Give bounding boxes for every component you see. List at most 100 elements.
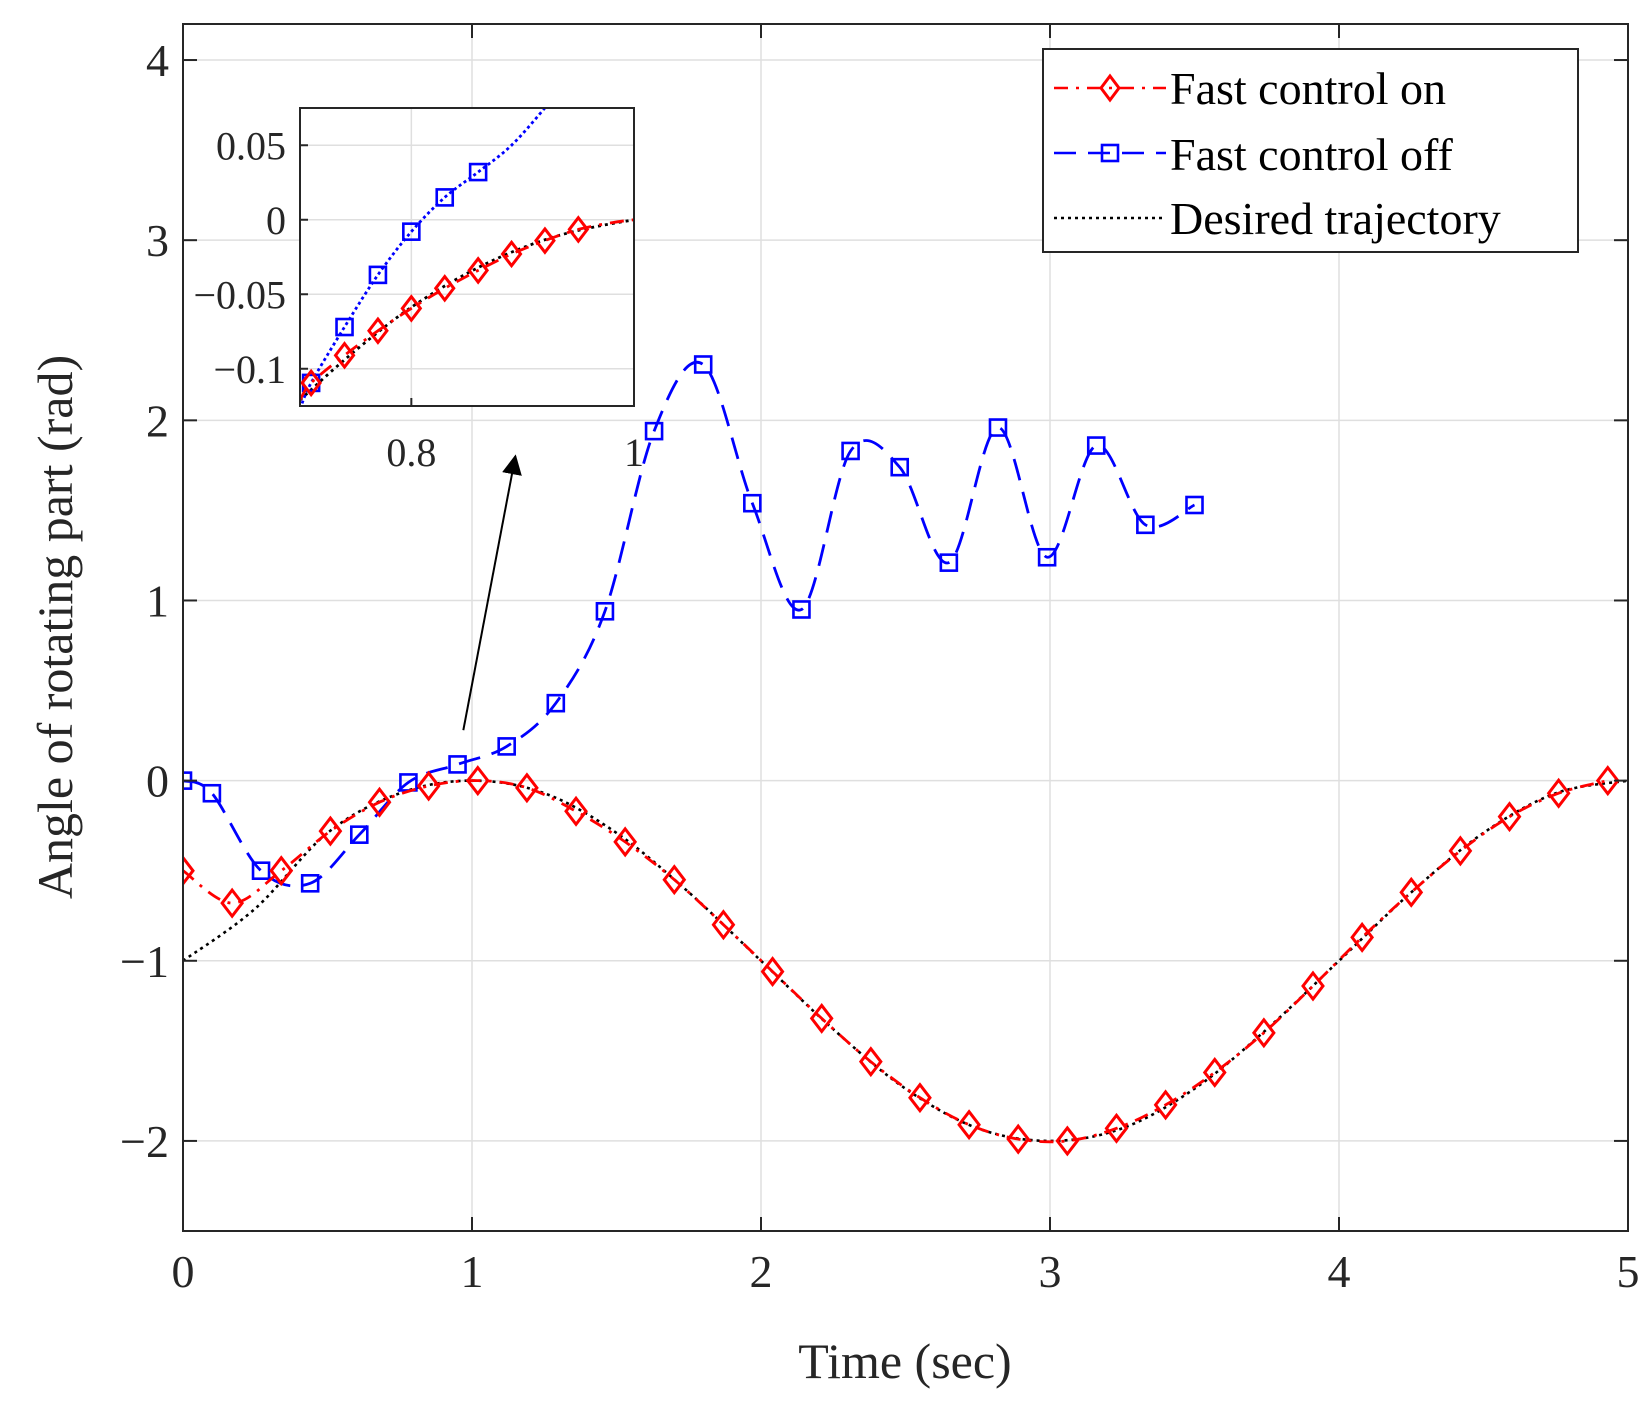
y-tick-label: 2 bbox=[146, 395, 169, 446]
x-tick-label: 4 bbox=[1328, 1246, 1351, 1297]
legend: Fast control on Fast control off Desired… bbox=[1042, 48, 1579, 253]
marker-fast-control-off bbox=[300, 874, 320, 893]
marker-fast-control-on bbox=[1202, 1057, 1227, 1088]
y-tick-label: 1 bbox=[146, 575, 169, 626]
inset-ticks: 0.8 1 −0.1 −0.05 0 0.05 bbox=[193, 123, 644, 475]
legend-label-desired-trajectory: Desired trajectory bbox=[1170, 193, 1501, 244]
series-line-fast-control-off bbox=[183, 361, 1196, 888]
marker-fast-control-off bbox=[743, 493, 762, 513]
inset-y-tick-label: −0.1 bbox=[213, 347, 286, 392]
legend-label-fast-control-off: Fast control off bbox=[1170, 129, 1453, 180]
inset-marker-fast-control-off bbox=[435, 188, 455, 207]
marker-fast-control-off bbox=[349, 825, 369, 844]
main-series bbox=[183, 355, 1628, 1157]
marker-fast-control-off bbox=[693, 355, 713, 374]
zoom-arrow bbox=[462, 454, 522, 731]
series-line-fast-control-on bbox=[183, 779, 1609, 1144]
inset-marker-fast-control-on bbox=[300, 368, 323, 398]
inset-y-tick-label: −0.05 bbox=[193, 272, 286, 317]
marker-fast-control-on bbox=[1104, 1112, 1129, 1144]
legend-entry-fast-control-on: Fast control on bbox=[1054, 63, 1446, 114]
inset-marker-fast-control-on bbox=[500, 239, 523, 269]
marker-fast-control-on bbox=[220, 887, 245, 919]
inset-series-line-fast-control-off bbox=[300, 108, 546, 406]
inset-marker-fast-control-on bbox=[333, 341, 356, 370]
marker-fast-control-on bbox=[465, 765, 490, 797]
marker-fast-control-on bbox=[183, 855, 195, 887]
marker-fast-control-on bbox=[760, 956, 785, 988]
marker-fast-control-off bbox=[841, 441, 860, 461]
marker-fast-control-on bbox=[1350, 921, 1375, 953]
inset-marker-fast-control-off bbox=[468, 162, 488, 182]
inset-background bbox=[300, 108, 634, 406]
inset-series bbox=[300, 108, 634, 406]
marker-fast-control-on bbox=[858, 1046, 883, 1078]
marker-fast-control-on bbox=[318, 815, 343, 847]
inset-series-line-fast-control-on bbox=[300, 218, 634, 401]
y-tick-label: 0 bbox=[146, 756, 169, 807]
marker-fast-control-off bbox=[448, 755, 467, 774]
marker-fast-control-off bbox=[644, 421, 664, 441]
x-tick-label: 3 bbox=[1039, 1246, 1062, 1297]
marker-fast-control-on bbox=[564, 795, 588, 827]
marker-fast-control-on bbox=[711, 909, 736, 941]
main-ticks: 0 1 2 3 4 5 −2 −1 0 1 2 3 4 bbox=[120, 24, 1640, 1297]
marker-fast-control-on bbox=[957, 1109, 981, 1141]
marker-fast-control-off bbox=[202, 783, 222, 803]
marker-fast-control-off bbox=[792, 600, 811, 619]
legend-entry-fast-control-off: Fast control off bbox=[1054, 129, 1453, 180]
marker-fast-control-off bbox=[890, 457, 910, 477]
marker-fast-control-on bbox=[367, 786, 392, 818]
inset-marker-fast-control-off bbox=[335, 317, 354, 337]
x-tick-label: 5 bbox=[1617, 1246, 1640, 1297]
marker-fast-control-on bbox=[1497, 801, 1522, 833]
inset-marker-fast-control-on bbox=[367, 316, 389, 345]
inset-y-tick-label: 0.05 bbox=[216, 123, 286, 168]
y-tick-label: −1 bbox=[120, 936, 169, 987]
marker-fast-control-off bbox=[497, 737, 516, 756]
marker-fast-control-off bbox=[546, 693, 566, 713]
inset-marker-fast-control-on bbox=[433, 274, 456, 303]
y-tick-label: 3 bbox=[146, 215, 169, 266]
legend-label-fast-control-on: Fast control on bbox=[1170, 63, 1446, 114]
marker-fast-control-on bbox=[1301, 970, 1325, 1002]
y-tick-label: 4 bbox=[146, 35, 169, 86]
inset-marker-fast-control-on bbox=[534, 226, 556, 255]
marker-fast-control-on bbox=[1006, 1123, 1031, 1155]
marker-fast-control-off bbox=[988, 418, 1008, 437]
y-tick-label: −2 bbox=[120, 1116, 169, 1167]
inset-marker-fast-control-off bbox=[402, 222, 421, 241]
inset-marker-fast-control-on bbox=[567, 215, 590, 244]
marker-fast-control-on bbox=[1595, 765, 1620, 797]
x-tick-label: 0 bbox=[172, 1246, 195, 1297]
marker-fast-control-on bbox=[269, 855, 294, 887]
inset-x-tick-label: 1 bbox=[624, 430, 644, 475]
legend-diamond-icon bbox=[1099, 73, 1121, 103]
inset-marker-fast-control-on bbox=[400, 294, 423, 323]
legend-entry-desired-trajectory: Desired trajectory bbox=[1054, 193, 1501, 244]
y-axis-title: Angle of rotating part (rad) bbox=[27, 355, 83, 899]
marker-fast-control-off bbox=[939, 553, 959, 572]
marker-fast-control-on bbox=[613, 826, 638, 858]
marker-fast-control-on bbox=[1448, 835, 1473, 867]
marker-fast-control-on bbox=[908, 1082, 932, 1114]
inset-marker-fast-control-on bbox=[467, 256, 490, 285]
marker-fast-control-off bbox=[595, 601, 615, 621]
marker-fast-control-off bbox=[1185, 495, 1204, 515]
inset-series-line-desired-trajectory bbox=[300, 218, 634, 402]
marker-fast-control-on bbox=[416, 770, 441, 802]
marker-fast-control-on bbox=[1251, 1017, 1276, 1049]
inset-x-tick-label: 0.8 bbox=[386, 430, 436, 475]
plot-area-frame bbox=[182, 23, 1629, 1232]
inset-frame bbox=[299, 107, 635, 407]
marker-fast-control-on bbox=[662, 864, 687, 896]
marker-fast-control-off bbox=[1136, 515, 1155, 535]
marker-fast-control-off bbox=[1086, 436, 1106, 455]
marker-fast-control-on bbox=[1399, 876, 1424, 908]
inset-y-tick-label: 0 bbox=[266, 198, 286, 243]
inset-marker-fast-control-off bbox=[368, 265, 388, 285]
x-axis-title: Time (sec) bbox=[798, 1333, 1011, 1389]
marker-fast-control-on bbox=[1055, 1125, 1080, 1157]
marker-fast-control-on bbox=[515, 772, 539, 804]
